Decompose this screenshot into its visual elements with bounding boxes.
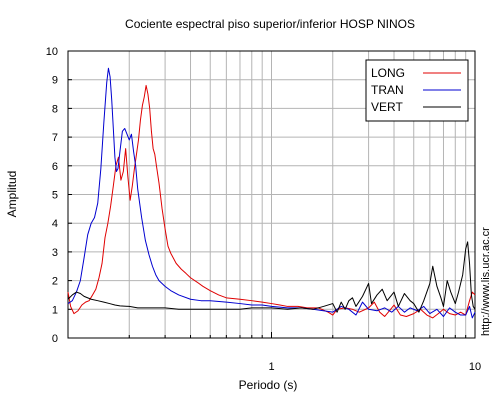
y-tick-label: 6 <box>52 161 58 173</box>
x-tick-label: 10 <box>469 361 481 373</box>
y-tick-label: 3 <box>52 247 58 259</box>
y-tick-label: 9 <box>52 75 58 87</box>
y-tick-label: 5 <box>52 190 58 202</box>
y-axis-label: Amplitud <box>5 171 19 218</box>
series-line-vert <box>67 241 476 313</box>
chart-title: Cociente espectral piso superior/inferio… <box>125 17 415 31</box>
x-tick-label: 1 <box>268 361 274 373</box>
y-tick-label: 0 <box>52 333 58 345</box>
legend: LONG TRAN VERT <box>365 59 469 122</box>
series-line-long <box>67 84 476 319</box>
axis-ticks: 0 1 2 3 4 5 6 7 8 9 10 1 10 <box>46 46 481 373</box>
y-tick-label: 1 <box>52 304 58 316</box>
y-tick-label: 10 <box>46 46 58 58</box>
legend-label-vert: VERT <box>371 100 403 114</box>
series-group <box>67 67 476 319</box>
y-tick-label: 8 <box>52 103 58 115</box>
x-axis-label: Periodo (s) <box>239 378 298 392</box>
legend-label-long: LONG <box>371 66 405 80</box>
y-tick-label: 4 <box>52 218 58 230</box>
y-tick-label: 2 <box>52 276 58 288</box>
series-line-tran <box>67 67 476 319</box>
watermark-url: http://www.lis.ucr.ac.cr <box>480 227 492 336</box>
y-tick-label: 7 <box>52 132 58 144</box>
legend-label-tran: TRAN <box>371 83 404 97</box>
